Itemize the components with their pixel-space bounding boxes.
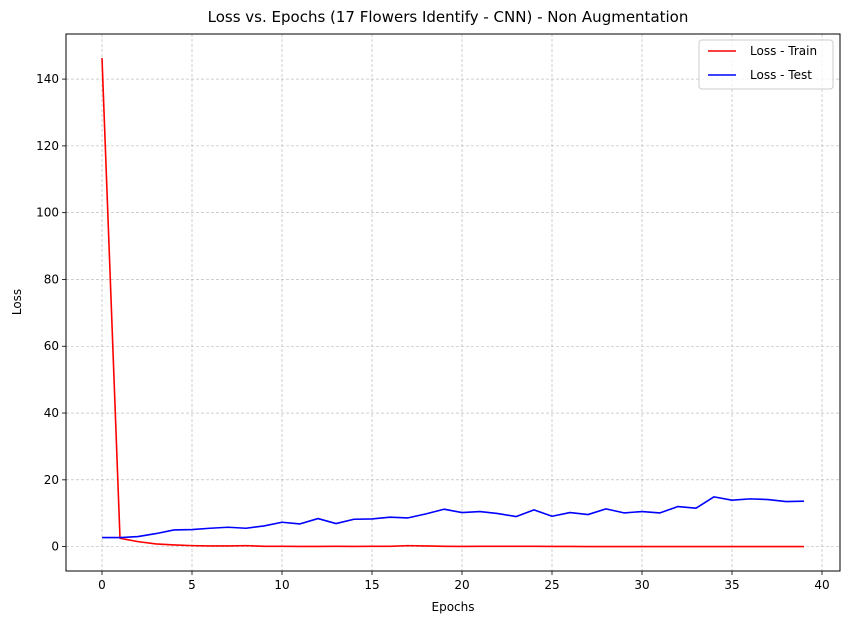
y-tick-label: 0 [51,540,59,554]
x-tick-label: 30 [634,578,649,592]
y-axis-label: Loss [10,289,24,315]
legend-label-train: Loss - Train [750,44,817,58]
chart-title: Loss vs. Epochs (17 Flowers Identify - C… [208,8,689,26]
legend: Loss - Train Loss - Test [698,39,834,90]
y-tick-label: 60 [44,339,59,353]
series-lines [101,58,805,548]
y-tick-label: 20 [44,473,59,487]
x-axis-label: Epochs [432,600,475,614]
x-tick-label: 5 [188,578,196,592]
x-tick-label: 25 [544,578,559,592]
y-tick-label: 100 [36,206,59,220]
series-line-train [101,58,804,548]
x-tick-label: 15 [364,578,379,592]
legend-label-test: Loss - Test [750,68,812,82]
y-tick-label: 140 [36,72,59,86]
y-axis-ticks: 0 20 40 60 80 100 120 140 [36,72,66,554]
y-tick-label: 80 [44,272,59,286]
y-tick-label: 40 [44,406,59,420]
x-tick-label: 20 [454,578,469,592]
x-tick-label: 0 [98,578,106,592]
series-line-test [102,496,805,539]
plot-frame [65,33,841,572]
x-axis-ticks: 0 5 10 15 20 25 30 35 40 [98,571,830,592]
x-tick-label: 35 [724,578,739,592]
legend-box [698,39,834,90]
x-tick-label: 10 [274,578,289,592]
x-tick-label: 40 [814,578,829,592]
grid-lines [66,34,840,571]
y-tick-label: 120 [36,139,59,153]
